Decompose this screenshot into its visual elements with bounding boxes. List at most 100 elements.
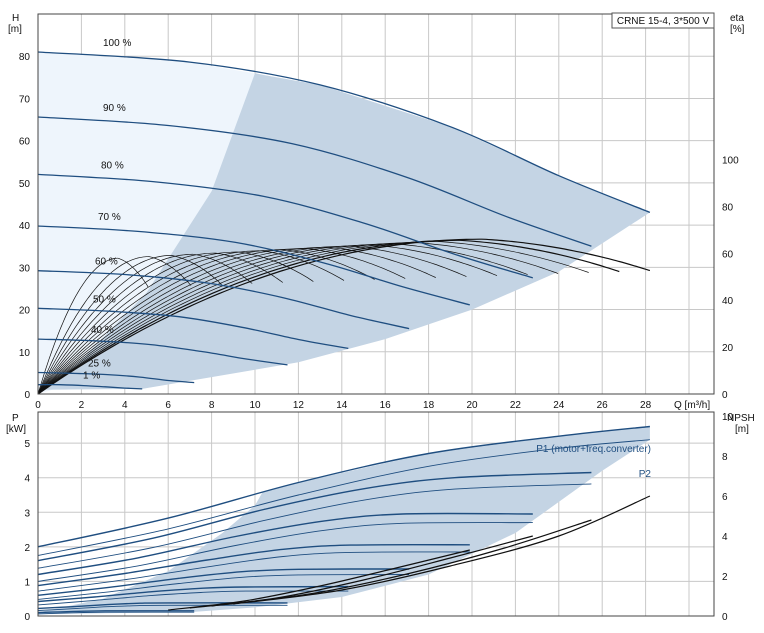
speed-label: 70 % xyxy=(98,212,121,223)
eta-curve xyxy=(37,251,314,395)
x-tick-label: 2 xyxy=(79,400,85,411)
npsh-tick-label: 0 xyxy=(722,612,728,623)
p2-curve xyxy=(37,439,650,556)
head-tick-label: 80 xyxy=(19,52,31,63)
x-tick-label: 6 xyxy=(165,400,171,411)
npsh-axis-label: NPSH xyxy=(727,413,755,424)
p1-curve xyxy=(37,471,592,562)
x-tick-label: 22 xyxy=(510,400,522,411)
power-tick-label: 2 xyxy=(24,543,30,554)
p1-curve xyxy=(37,585,349,603)
npsh-curve xyxy=(233,495,651,605)
p1-curve xyxy=(37,568,410,596)
speed-label: 90 % xyxy=(103,103,126,114)
p2-curve xyxy=(37,604,288,611)
p2-curves xyxy=(37,439,650,615)
x-tick-label: 18 xyxy=(423,400,435,411)
x-tick-label: 20 xyxy=(466,400,478,411)
x-tick-label: 0 xyxy=(35,400,41,411)
p2-curve xyxy=(37,611,195,615)
head-curve xyxy=(37,384,143,390)
head-curve xyxy=(37,116,592,247)
eta-tick-label: 100 xyxy=(722,155,739,166)
title-frame xyxy=(611,12,715,29)
x-axis-label: Q [m³/h] xyxy=(674,400,710,411)
head-tick-labels: 0 10 20 30 40 50 60 70 80 xyxy=(19,52,31,401)
power-axis-unit: [kW] xyxy=(6,424,26,435)
npsh-tick-label: 4 xyxy=(722,532,728,543)
p1-curves xyxy=(37,425,650,614)
power-tick-label: 1 xyxy=(24,577,30,588)
p2-curve xyxy=(37,551,470,592)
power-tick-labels: 0 1 2 3 4 5 xyxy=(24,439,30,623)
p2-curve xyxy=(37,574,410,600)
npsh-tick-label: 8 xyxy=(722,452,728,463)
npsh-tick-labels: 0 2 4 6 8 10 xyxy=(722,412,734,623)
p1-curve xyxy=(37,610,195,614)
x-tick-label: 10 xyxy=(249,400,261,411)
eta-tick-label: 0 xyxy=(722,390,728,401)
x-tick-label: 28 xyxy=(640,400,652,411)
p2-annotation: P2 xyxy=(639,469,652,480)
p2-curve xyxy=(37,590,349,606)
x-tick-label: 4 xyxy=(122,400,128,411)
speed-label: 100 % xyxy=(103,38,131,49)
eta-curve xyxy=(37,246,436,395)
eta-curve xyxy=(37,248,406,395)
speed-label: 1 % xyxy=(83,371,100,382)
operating-range xyxy=(38,73,650,394)
eta-curve xyxy=(37,255,222,395)
p2-curve xyxy=(37,483,592,569)
head-tick-label: 60 xyxy=(19,137,31,148)
power-operating-range xyxy=(38,426,650,616)
power-axis-label: P xyxy=(12,413,19,424)
power-plot-frame xyxy=(37,411,715,617)
power-tick-label: 3 xyxy=(24,508,30,519)
eta-curve xyxy=(37,257,149,395)
p1-curve xyxy=(37,543,470,587)
speed-label: 50 % xyxy=(93,294,116,305)
eta-curve xyxy=(37,245,467,395)
head-plot-frame xyxy=(37,13,715,395)
npsh-curves xyxy=(168,495,651,611)
eta-curve xyxy=(37,241,589,395)
power-tick-label: 4 xyxy=(24,474,30,485)
npsh-curve xyxy=(168,549,470,611)
chart-title: CRNE 15-4, 3*500 V xyxy=(617,16,710,27)
x-tick-label: 14 xyxy=(336,400,348,411)
p1-curve xyxy=(37,425,650,548)
p1-curve xyxy=(37,512,533,576)
title-box: CRNE 15-4, 3*500 V xyxy=(611,12,715,29)
head-tick-label: 0 xyxy=(24,390,30,401)
eta-tick-label: 20 xyxy=(722,343,734,354)
head-axis-unit: [m] xyxy=(8,24,22,35)
eta-curve xyxy=(37,250,345,395)
head-curve xyxy=(37,225,470,306)
eta-curve xyxy=(37,256,192,395)
speed-label: 60 % xyxy=(95,257,118,268)
npsh-curve xyxy=(211,519,592,607)
eta-tick-label: 80 xyxy=(722,202,734,213)
x-tick-label: 16 xyxy=(380,400,392,411)
head-curve xyxy=(37,51,651,214)
head-curve xyxy=(37,371,195,384)
eta-axis-label: eta xyxy=(730,13,744,24)
x-tick-label: 8 xyxy=(209,400,215,411)
p2-curve xyxy=(37,522,533,582)
speed-label: 80 % xyxy=(101,160,124,171)
npsh-axis-unit: [m] xyxy=(735,424,749,435)
speed-label: 25 % xyxy=(88,358,111,369)
head-tick-label: 10 xyxy=(19,348,31,359)
head-curves xyxy=(37,51,651,390)
speed-labels: 100 % 90 % 80 % 70 % 60 % 50 % 40 % 25 % 1 % xyxy=(83,38,131,382)
npsh-tick-label: 2 xyxy=(722,572,728,583)
head-curve xyxy=(37,338,288,366)
eta-tick-labels: 0 20 40 60 80 100 xyxy=(722,155,739,401)
head-tick-label: 70 xyxy=(19,94,31,105)
x-tick-label: 12 xyxy=(293,400,305,411)
head-tick-label: 40 xyxy=(19,221,31,232)
head-tick-label: 50 xyxy=(19,179,31,190)
x-tick-label: 26 xyxy=(597,400,609,411)
